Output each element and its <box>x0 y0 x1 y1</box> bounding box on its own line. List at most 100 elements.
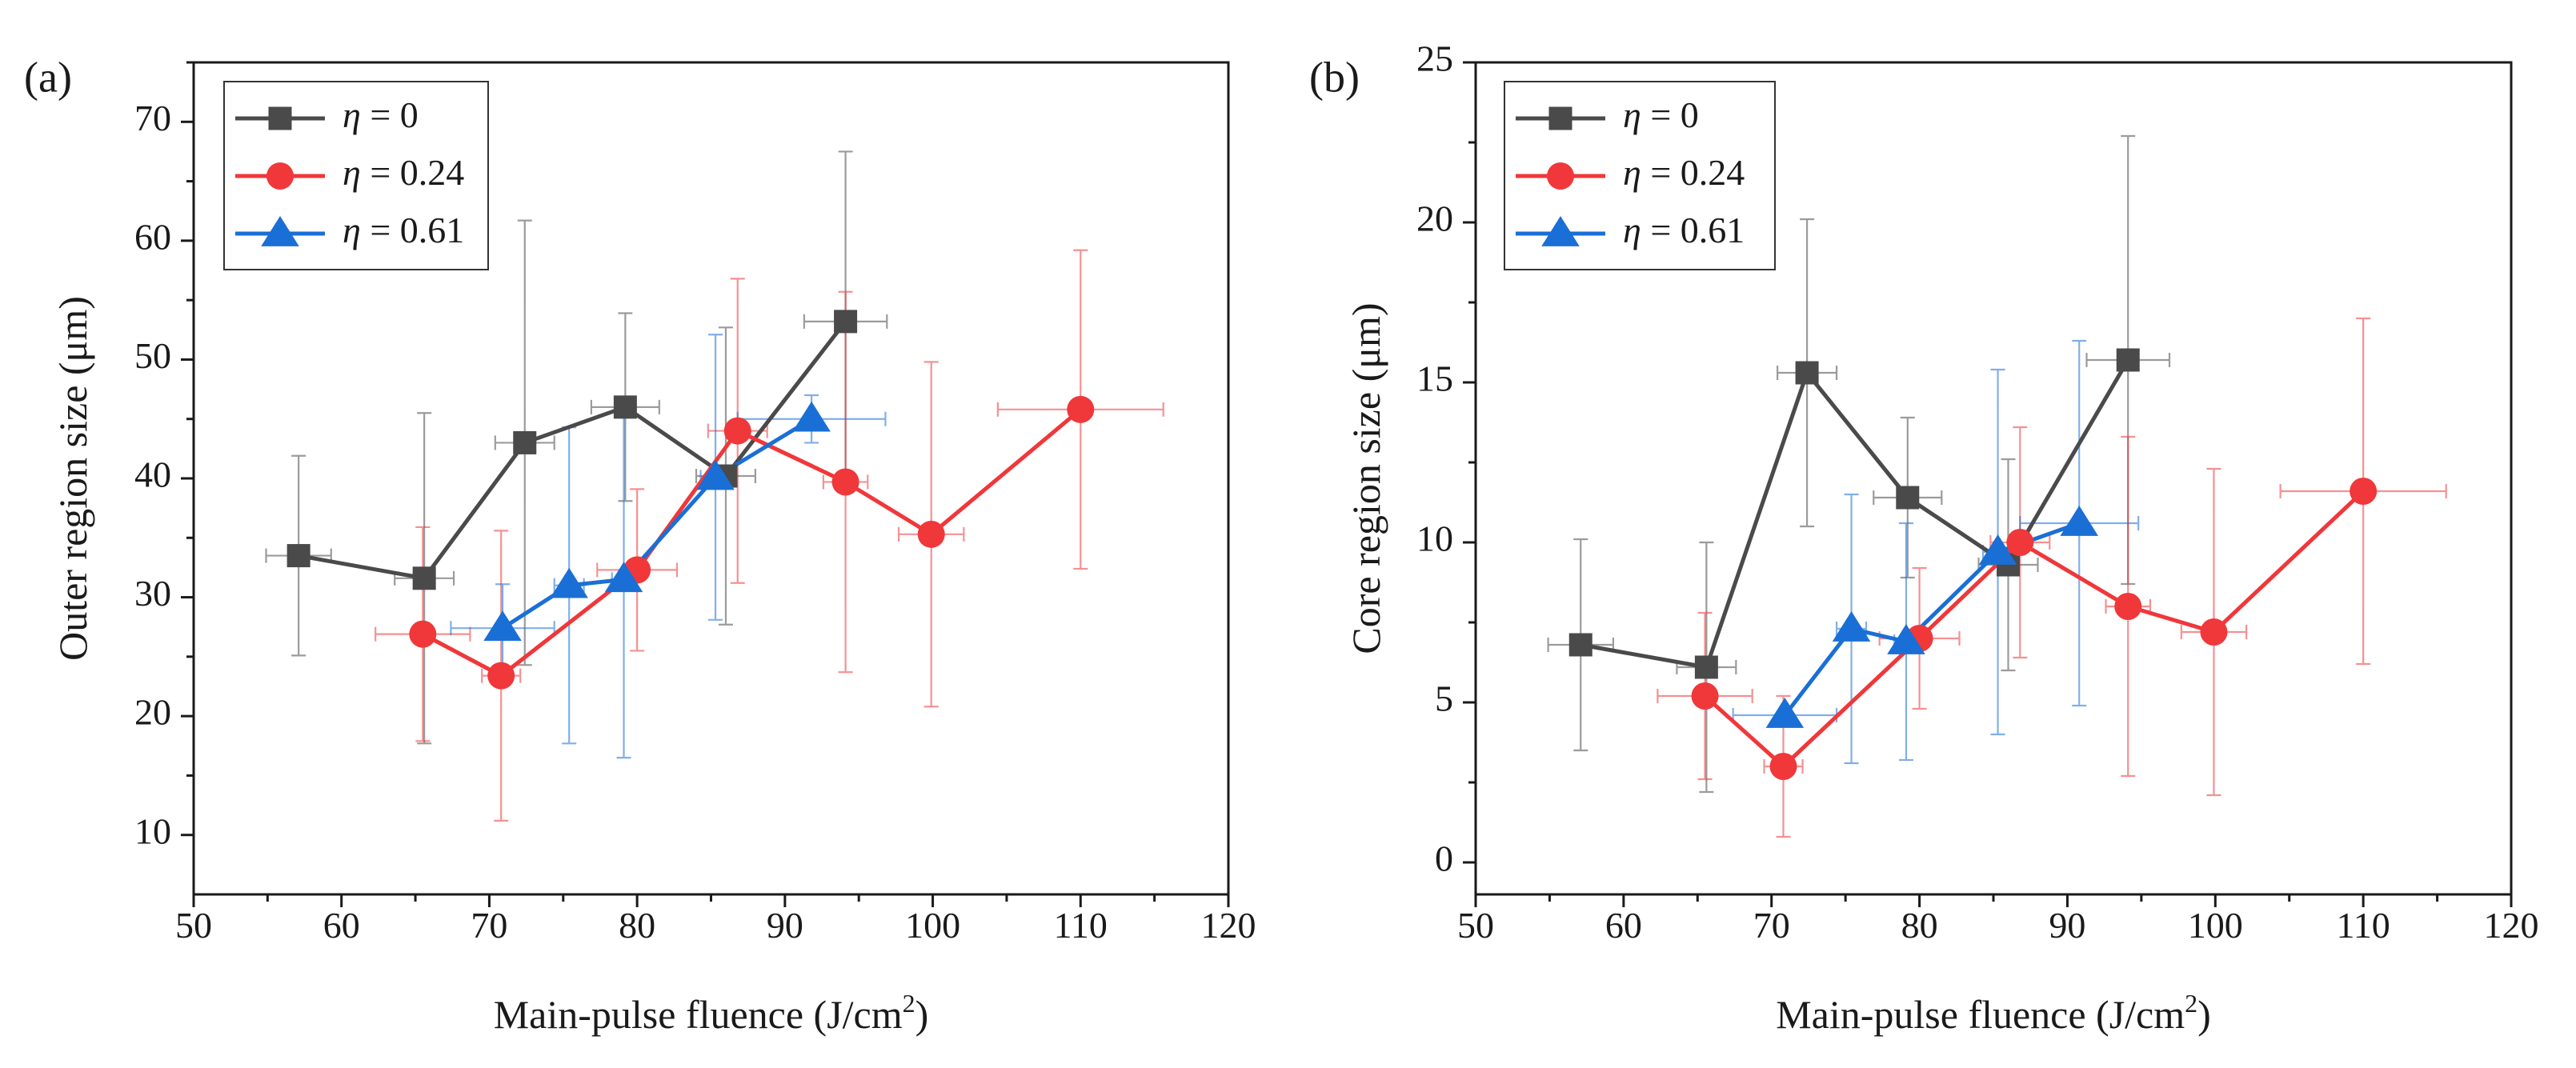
data-point-series-1 <box>917 520 945 548</box>
x-axis-title-end: ) <box>915 992 929 1037</box>
y-tick-label: 30 <box>134 573 171 614</box>
data-point-series-2 <box>1887 624 1925 654</box>
legend: η = 0η = 0.24η = 0.61 <box>223 81 489 270</box>
panel-b: (b) 50 60 70 80 90 100 110 120 0 5 10 15 20 25 Main-pul… <box>1309 38 2539 1037</box>
legend-entry: η = 0 <box>1623 94 1699 135</box>
data-point-series-2 <box>550 567 588 598</box>
legend-value: = 0.61 <box>1641 210 1745 250</box>
legend-marker <box>1541 216 1580 246</box>
legend-symbol: η <box>343 152 361 193</box>
data-point-series-0 <box>1896 486 1920 510</box>
panel-label: (a) <box>24 53 72 101</box>
data-point-series-0 <box>1568 633 1592 657</box>
y-tick-label: 10 <box>1416 518 1453 559</box>
legend-entry: η = 0 <box>343 94 419 135</box>
data-point-series-1 <box>2200 618 2228 646</box>
data-point-series-0 <box>513 430 537 454</box>
data-point-series-2 <box>483 610 522 642</box>
x-tick-label: 80 <box>619 905 655 946</box>
x-axis-title: Main-pulse fluence (J/cm2) <box>494 989 929 1037</box>
legend-symbol: η <box>1623 152 1641 193</box>
legend-entry: η = 0.61 <box>343 210 464 250</box>
data-point-series-2 <box>1978 534 2017 565</box>
data-point-series-0 <box>834 310 858 334</box>
x-axis-title-superscript: 2 <box>2185 989 2197 1018</box>
y-tick-label: 15 <box>1416 358 1453 399</box>
legend-marker <box>261 216 299 246</box>
data-point-series-0 <box>1694 655 1718 679</box>
x-tick-label: 90 <box>767 905 803 946</box>
legend-symbol: η <box>1623 210 1641 250</box>
series-line-0 <box>298 320 847 581</box>
legend: η = 0η = 0.24η = 0.61 <box>1504 81 1776 270</box>
x-tick-label: 70 <box>471 905 507 946</box>
data-point-series-0 <box>2116 348 2140 372</box>
legend-entry: η = 0.61 <box>1623 210 1745 250</box>
x-tick-label: 60 <box>323 905 360 946</box>
y-tick-label: 20 <box>1416 198 1453 239</box>
x-axis-title-main: Main-pulse fluence (J/cm <box>1776 992 2185 1037</box>
x-axis-title-superscript: 2 <box>903 989 915 1018</box>
panel-label: (b) <box>1309 53 1360 101</box>
legend-value: = 0 <box>1641 94 1699 135</box>
series-line-2 <box>501 417 813 630</box>
x-tick-label: 70 <box>1753 905 1790 946</box>
data-point-series-1 <box>831 468 859 496</box>
x-tick-label: 120 <box>2484 905 2539 946</box>
x-tick-label: 90 <box>2049 905 2085 946</box>
y-tick-label: 40 <box>134 454 171 495</box>
x-tick-label: 80 <box>1901 905 1938 946</box>
data-point-series-1 <box>1067 395 1095 423</box>
data-point-series-1 <box>409 620 437 648</box>
data-point-series-0 <box>613 395 637 419</box>
x-tick-label: 50 <box>1457 905 1494 946</box>
data-point-series-1 <box>1769 753 1797 780</box>
series-line-1 <box>1703 490 2365 769</box>
x-tick-label: 50 <box>175 905 212 946</box>
legend-entry: η = 0.24 <box>1623 152 1745 193</box>
x-axis-title-end: ) <box>2197 992 2211 1037</box>
legend-marker <box>1548 106 1572 130</box>
data-point-series-1 <box>487 662 515 690</box>
legend-symbol: η <box>1623 94 1641 135</box>
x-tick-label: 120 <box>1201 905 1256 946</box>
data-point-series-1 <box>2006 529 2034 556</box>
x-tick-label: 100 <box>905 905 960 946</box>
data-point-series-2 <box>1832 611 1871 642</box>
data-point-series-2 <box>792 401 831 432</box>
x-axis-title: Main-pulse fluence (J/cm2) <box>1776 989 2211 1037</box>
legend-value: = 0.24 <box>1641 152 1745 193</box>
legend-marker <box>268 106 292 130</box>
legend-entry: η = 0.24 <box>343 152 464 193</box>
series-line-0 <box>1580 358 2130 670</box>
data-point-series-1 <box>2350 478 2378 505</box>
panel-a: (a) 50 60 70 80 90 100 110 120 10 20 30 40 50 60 70 Main… <box>24 53 1256 1037</box>
legend-marker <box>266 162 294 190</box>
data-point-series-2 <box>604 562 643 593</box>
y-tick-label: 0 <box>1435 838 1453 879</box>
y-tick-label: 70 <box>134 98 171 138</box>
y-tick-label: 5 <box>1435 678 1453 719</box>
data-point-series-0 <box>412 566 436 590</box>
legend-symbol: η <box>343 210 361 250</box>
x-tick-label: 60 <box>1605 905 1642 946</box>
data-point-series-0 <box>286 544 310 568</box>
x-tick-label: 100 <box>2188 905 2243 946</box>
y-axis-title: Core region size (μm) <box>1344 302 1388 654</box>
y-tick-label: 10 <box>134 810 171 851</box>
legend-symbol: η <box>343 94 361 135</box>
y-tick-label: 60 <box>134 216 171 257</box>
data-point-series-0 <box>1795 361 1819 385</box>
legend-value: = 0.24 <box>361 152 464 193</box>
data-point-series-2 <box>696 459 735 490</box>
legend-value: = 0.61 <box>361 210 464 250</box>
x-tick-label: 110 <box>1054 905 1108 946</box>
legend-marker <box>1547 162 1574 190</box>
data-point-series-1 <box>1691 682 1719 710</box>
legend-value: = 0 <box>361 94 419 135</box>
data-point-series-1 <box>2114 593 2142 620</box>
x-tick-label: 110 <box>2336 905 2390 946</box>
y-tick-label: 50 <box>134 335 171 376</box>
y-tick-label: 25 <box>1416 38 1453 79</box>
